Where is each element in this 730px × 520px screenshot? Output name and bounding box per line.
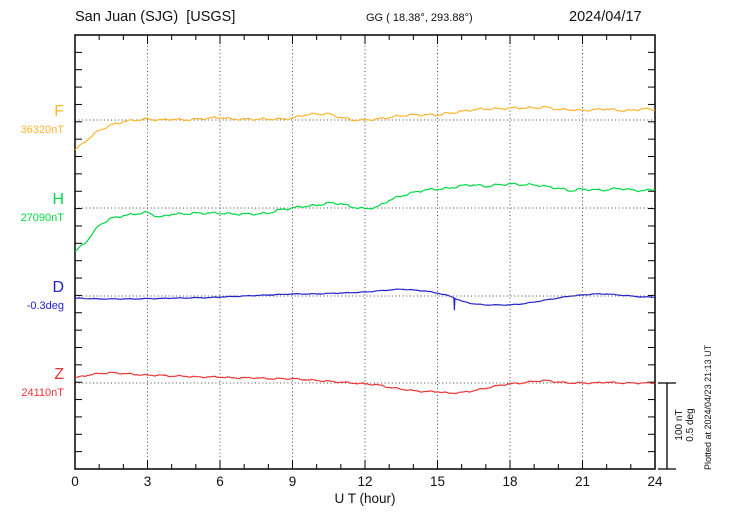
x-tick-0: 0	[71, 474, 79, 489]
h-trace	[74, 182, 656, 252]
x-tick-12: 12	[357, 474, 373, 489]
plot-date: 2024/04/17	[569, 9, 642, 25]
channel-baseline-f: 36320nT	[20, 124, 64, 136]
scale-bar-nt-label: 100 nT	[674, 409, 685, 441]
x-tick-21: 21	[574, 474, 591, 489]
scale-bar-deg-label: 0.5 deg	[685, 408, 696, 442]
x-axis-label: U T (hour)	[334, 491, 396, 506]
channel-baseline-h: 27090nT	[20, 212, 64, 224]
x-tick-3: 3	[143, 474, 152, 489]
channel-label-z: Z	[54, 366, 64, 383]
x-tick-6: 6	[216, 474, 224, 489]
channel-baseline-d: -0.3deg	[26, 300, 64, 312]
x-tick-24: 24	[647, 474, 663, 489]
f-trace	[74, 105, 656, 151]
channel-label-d: D	[52, 279, 64, 296]
x-tick-15: 15	[429, 474, 446, 489]
channel-baseline-z: 24110nT	[21, 387, 64, 399]
geographic-coordinates: GG ( 18.38°, 293.88°)	[366, 12, 473, 24]
plotted-at-note: Plotted at 2024/04/23 21:13 UT	[703, 344, 713, 470]
x-tick-18: 18	[502, 474, 518, 489]
channel-label-h: H	[52, 191, 64, 208]
station-title: San Juan (SJG) [USGS]	[75, 9, 236, 25]
z-trace	[74, 371, 656, 395]
channel-label-f: F	[54, 103, 64, 120]
d-trace	[74, 288, 656, 311]
scale-bar-labels: 100 nT 0.5 deg	[674, 382, 698, 468]
x-tick-9: 9	[288, 474, 297, 489]
